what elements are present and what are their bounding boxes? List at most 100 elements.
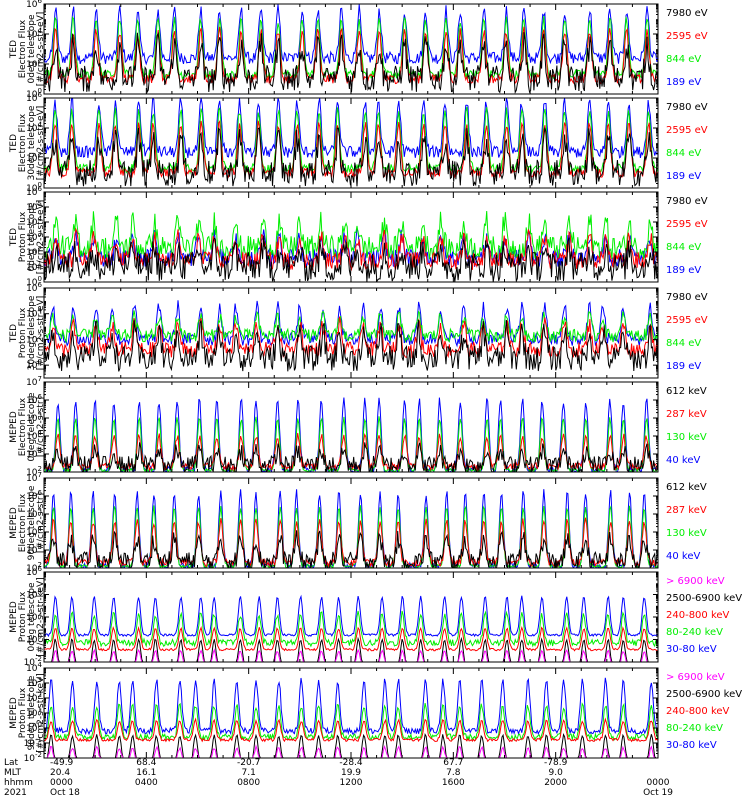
legend-entry-7980-ev: 7980 eV <box>666 102 708 113</box>
y-tick-label: 103 <box>26 543 42 556</box>
legend-entry-7980-ev: 7980 eV <box>666 8 708 19</box>
x-axis-lat-value: -78.9 <box>544 758 568 768</box>
x-axis-hhmm-value: 0400 <box>135 778 158 788</box>
x-axis-hhmm-value: 0000 <box>50 778 73 788</box>
panel-5-series <box>44 397 658 472</box>
y-tick-label: 106 <box>26 393 42 406</box>
y-tick-label: 102 <box>26 245 42 258</box>
y-axis-label: TEDProton Flux0deg telescope[#/cm2-s-str… <box>9 200 46 275</box>
x-axis-row-label-mlt: MLT <box>4 768 22 778</box>
x-axis-row-label-hhmm: hhmm <box>4 778 33 788</box>
legend-entry-130-kev: 130 keV <box>666 432 707 443</box>
series-line-2595-ev <box>44 316 658 359</box>
y-tick-label: 101 <box>26 706 42 719</box>
y-tick-label: 102 <box>26 332 42 345</box>
legend-entry-80-240-kev: 80-240 keV <box>666 627 723 638</box>
legend-entry-844-ev: 844 eV <box>666 54 701 65</box>
legend-entry-2595-ev: 2595 eV <box>666 315 708 326</box>
legend-entry-40-kev: 40 keV <box>666 455 700 466</box>
panel-3-series <box>44 210 658 282</box>
legend-entry-240-800-kev: 240-800 keV <box>666 610 730 621</box>
series-line-189-ev <box>44 98 658 159</box>
x-axis-lat-value: -28.4 <box>339 758 363 768</box>
x-axis-mlt-value: 19.9 <box>341 768 361 778</box>
y-tick-label: 102 <box>26 151 42 164</box>
x-axis-mlt-value: 7.8 <box>446 768 461 778</box>
legend-entry-189-ev: 189 eV <box>666 265 701 276</box>
y-tick-label: 106 <box>26 185 42 198</box>
panel-6-series <box>44 489 658 568</box>
x-axis-lat-value: 67.7 <box>443 758 463 768</box>
y-tick-label: 100 <box>26 275 42 288</box>
y-tick-label: 100 <box>26 633 42 646</box>
panel-8-series <box>44 677 658 758</box>
legend-entry-844-ev: 844 eV <box>666 148 701 159</box>
legend-entry-612-kev: 612 keV <box>666 386 707 397</box>
y-tick-label: 105 <box>26 507 42 520</box>
y-tick-label: 102 <box>26 691 42 704</box>
x-axis-date-value: Oct 18 <box>50 788 80 798</box>
y-tick-label: 10-2 <box>24 655 42 668</box>
x-axis-mlt-value: 20.4 <box>50 768 70 778</box>
x-axis-lat-value: -20.7 <box>237 758 260 768</box>
y-tick-label: 100 <box>26 181 42 194</box>
x-axis-row-label-2021: 2021 <box>4 788 27 798</box>
panel-5: 102 103 104 105 106 107 MEPEDElectron Flux0deg… <box>9 375 707 478</box>
y-tick-label: 10-1 <box>24 736 42 749</box>
y-axis-label: MEPEDProton Flux90deg telescope[#/cm2-s-… <box>9 673 46 752</box>
y-tick-label: 105 <box>26 411 42 424</box>
legend-entry-2500-6900-kev: 2500-6900 keV <box>666 689 742 700</box>
x-axis-mlt-value: 9.0 <box>549 768 564 778</box>
x-axis-mlt-value: 16.1 <box>136 768 156 778</box>
x-axis-hhmm-value: 0800 <box>237 778 260 788</box>
series-line-7980-ev <box>44 127 658 187</box>
panel-2-series <box>44 98 658 187</box>
y-axis-label: TEDProton Flux30deg telescope[#/cm2-s-st… <box>9 295 46 370</box>
legend-entry-240-800-kev: 240-800 keV <box>666 706 730 717</box>
y-tick-label: 103 <box>26 676 42 689</box>
panel-1-series <box>44 4 658 94</box>
legend-entry-612-kev: 612 keV <box>666 482 707 493</box>
legend-entry-7980-ev: 7980 eV <box>666 292 708 303</box>
y-tick-label: 102 <box>26 57 42 70</box>
legend-entry-30-80-kev: 30-80 keV <box>666 740 717 751</box>
legend-entry-30-80-kev: 30-80 keV <box>666 644 717 655</box>
y-axis-label: MEPEDProton Flux0deg telescope[#/cm2-s-s… <box>9 577 46 656</box>
y-axis-label: TEDElectron Flux30deg telescope[#/cm2-s-… <box>9 105 46 180</box>
y-tick-label: 106 <box>26 565 42 578</box>
y-tick-label: 104 <box>26 525 42 538</box>
y-tick-label: 100 <box>26 721 42 734</box>
y-tick-label: 106 <box>26 489 42 502</box>
x-axis-hhmm-value: 1200 <box>340 778 363 788</box>
legend-entry-6900-kev: > 6900 keV <box>666 576 725 587</box>
y-tick-label: 105 <box>26 200 42 213</box>
panel-7-series <box>44 594 658 662</box>
x-axis-hhmm-value: 2000 <box>544 778 567 788</box>
x-axis-date-value: Oct 19 <box>643 788 673 798</box>
series-line-844-ev <box>44 310 658 344</box>
y-tick-label: 104 <box>26 121 42 134</box>
series-line-240-800-kev <box>44 717 658 743</box>
y-axis-label: MEPEDElectron Flux0deg telescope[#/cm2-s… <box>9 392 46 462</box>
y-tick-label: 100 <box>26 358 42 371</box>
y-tick-label: 10-2 <box>24 751 42 764</box>
y-axis-label: MEPEDElectron Flux90deg telescope[#/cm2-… <box>9 485 46 560</box>
legend-entry-130-kev: 130 keV <box>666 528 707 539</box>
x-axis-hhmm-value: 0000 <box>647 778 670 788</box>
legend-entry-189-ev: 189 eV <box>666 77 701 88</box>
y-tick-label: 106 <box>26 281 42 294</box>
y-tick-label: 102 <box>26 561 42 574</box>
series-line-844-ev <box>44 210 658 262</box>
series-line-612-kev <box>44 442 658 472</box>
x-axis-lat-value: 68.4 <box>136 758 156 768</box>
x-axis-row-label-lat: Lat <box>4 758 19 768</box>
y-tick-label: 104 <box>26 429 42 442</box>
legend-entry-2500-6900-kev: 2500-6900 keV <box>666 593 742 604</box>
legend-entry-7980-ev: 7980 eV <box>666 196 708 207</box>
panel-1: 100 102 104 106 TEDElectron Flux0deg telesco… <box>9 0 708 100</box>
